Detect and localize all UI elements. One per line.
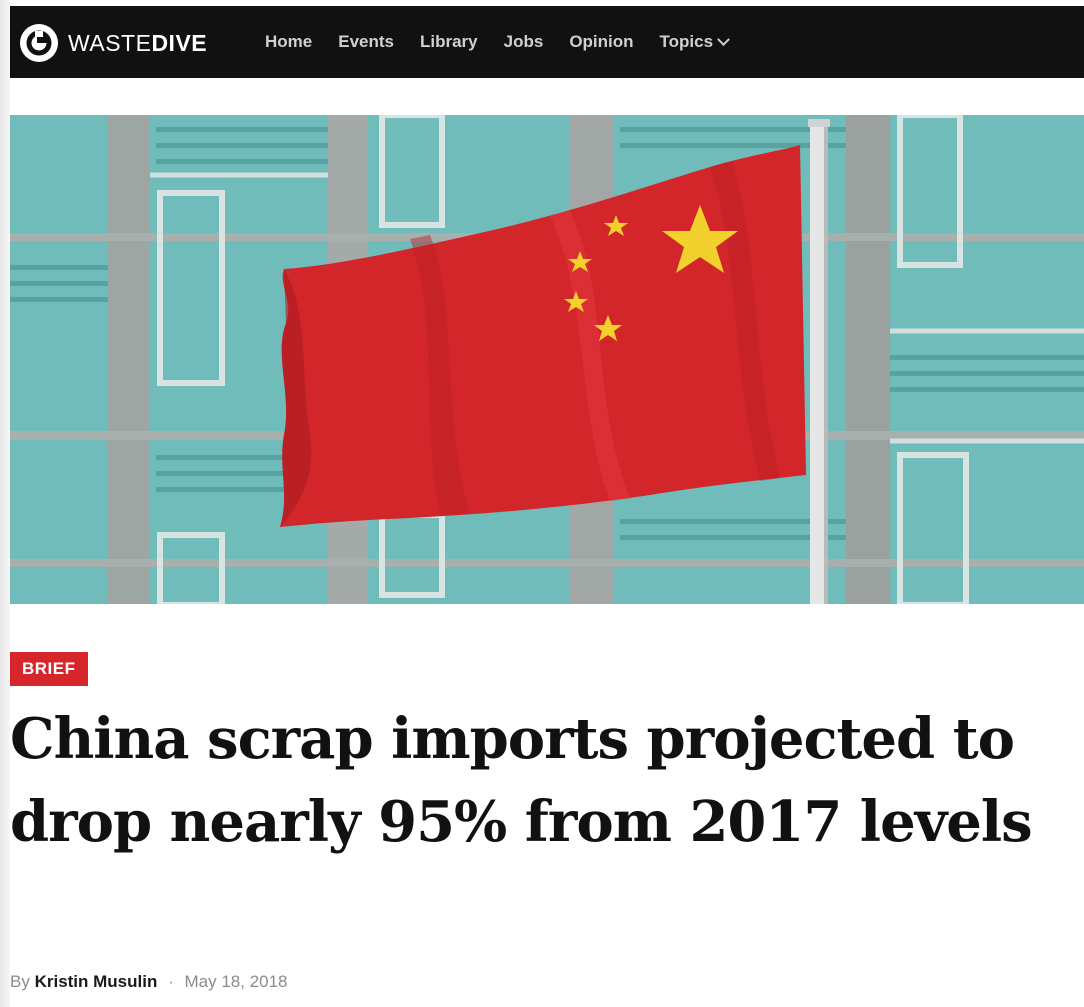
browser-edge — [0, 0, 10, 1007]
nav-events[interactable]: Events — [338, 32, 394, 51]
nav-jobs[interactable]: Jobs — [503, 32, 544, 51]
nav-topics[interactable]: Topics — [659, 32, 730, 52]
logo-wordmark: WASTEDIVE — [68, 29, 208, 56]
article-type-badge[interactable]: BRIEF — [10, 652, 88, 686]
chevron-down-icon — [717, 32, 730, 46]
nav-library[interactable]: Library — [419, 32, 478, 51]
hero-image — [10, 115, 1084, 604]
byline-separator: · — [168, 972, 174, 991]
nav-topics-label: Topics — [659, 32, 714, 51]
author-link[interactable]: Kristin Musulin — [34, 972, 158, 991]
publish-date: May 18, 2018 — [184, 972, 288, 991]
main-nav: Home Events Library Jobs Opinion Topics — [265, 32, 754, 52]
byline: By Kristin Musulin · May 18, 2018 — [10, 972, 288, 992]
site-logo[interactable]: WASTEDIVE — [20, 23, 207, 63]
nav-home[interactable]: Home — [265, 32, 313, 51]
article-headline: China scrap imports projected to drop ne… — [10, 706, 1033, 855]
byline-prefix: By — [10, 972, 30, 991]
waste-dive-logo-icon — [20, 24, 58, 62]
nav-opinion[interactable]: Opinion — [569, 32, 634, 51]
top-nav-bar: WASTEDIVE Home Events Library Jobs Opini… — [10, 6, 1084, 78]
